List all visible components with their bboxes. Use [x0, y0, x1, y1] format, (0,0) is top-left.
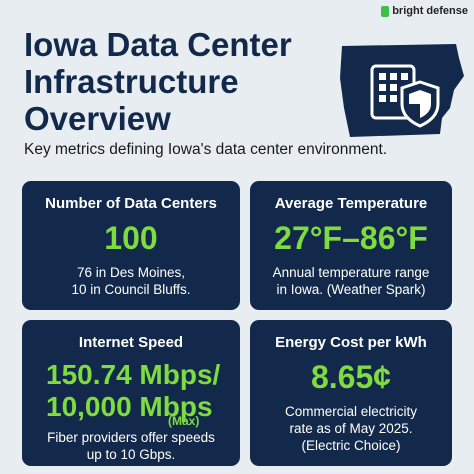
description-line: 76 in Des Moines,: [76, 265, 186, 280]
card-description: Annual temperature range in Iowa. (Weath…: [250, 264, 452, 298]
card-description: Commercial electricity rate as of May 20…: [250, 403, 452, 454]
card-value: 150.74 Mbps/ 10,000 Mbps (Max): [22, 359, 240, 427]
title-line: Overview: [24, 100, 171, 137]
value-line: 10,000 Mbps: [46, 391, 213, 422]
card-title: Energy Cost per kWh: [275, 334, 427, 351]
card: Energy Cost per kWh 8.65¢ Commercial ele…: [250, 320, 452, 466]
card-title: Number of Data Centers: [45, 195, 217, 212]
card-title: Average Temperature: [274, 195, 428, 212]
card-description: Fiber providers offer speeds up to 10 Gb…: [22, 429, 240, 463]
description-line: (Electric Choice): [301, 438, 401, 453]
card: Internet Speed 150.74 Mbps/ 10,000 Mbps …: [22, 320, 240, 466]
description-line: rate as of May 2025.: [289, 421, 413, 436]
card-value: 27°F–86°F: [274, 220, 428, 256]
description-line: 10 in Council Bluffs.: [71, 282, 191, 297]
card-value: 8.65¢: [310, 359, 392, 395]
description-line: Annual temperature range: [272, 265, 430, 280]
description-line: in Iowa. (Weather Spark): [276, 282, 426, 297]
iowa-map: [340, 44, 464, 137]
description-line: Fiber providers offer speeds: [47, 430, 215, 445]
title: Iowa Data Center Infrastructure Overview: [24, 26, 292, 137]
card: Average Temperature 27°F–86°F Annual tem…: [250, 181, 452, 310]
value-note: (Max): [168, 414, 200, 428]
card-value: 100: [104, 220, 158, 256]
title-line: Iowa Data Center: [24, 26, 292, 63]
card: Number of Data Centers 100 76 in Des Moi…: [22, 181, 240, 310]
description-line: Commercial electricity: [284, 404, 418, 419]
value-line: 150.74 Mbps/: [46, 359, 221, 390]
subtitle: Key metrics defining Iowa's data center …: [24, 141, 388, 158]
title-line: Infrastructure: [24, 63, 239, 100]
logo: bright defense: [381, 5, 468, 17]
card-title: Internet Speed: [78, 334, 184, 351]
card-description: 76 in Des Moines, 10 in Council Bluffs.: [22, 264, 240, 298]
logo-text: bright defense: [392, 5, 468, 17]
description-line: up to 10 Gbps.: [86, 447, 176, 462]
